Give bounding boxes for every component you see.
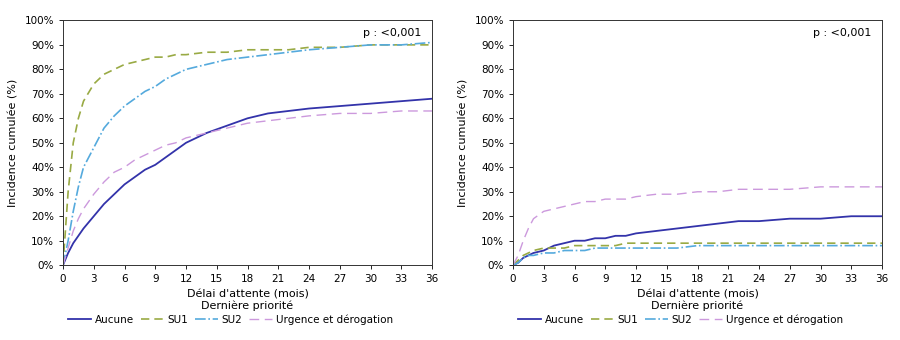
Y-axis label: Incidence cumulée (%): Incidence cumulée (%): [459, 79, 469, 207]
Legend: Aucune, SU1, SU2, Urgence et dérogation: Aucune, SU1, SU2, Urgence et dérogation: [518, 314, 843, 325]
Legend: Aucune, SU1, SU2, Urgence et dérogation: Aucune, SU1, SU2, Urgence et dérogation: [68, 314, 393, 325]
Text: p : <0,001: p : <0,001: [363, 28, 421, 38]
X-axis label: Délai d'attente (mois): Délai d'attente (mois): [186, 290, 309, 300]
Text: Dernière priorité: Dernière priorité: [652, 301, 743, 311]
Text: p : <0,001: p : <0,001: [813, 28, 871, 38]
Y-axis label: Incidence cumulée (%): Incidence cumulée (%): [9, 79, 19, 207]
Text: Dernière priorité: Dernière priorité: [202, 301, 293, 311]
X-axis label: Délai d'attente (mois): Délai d'attente (mois): [636, 290, 759, 300]
